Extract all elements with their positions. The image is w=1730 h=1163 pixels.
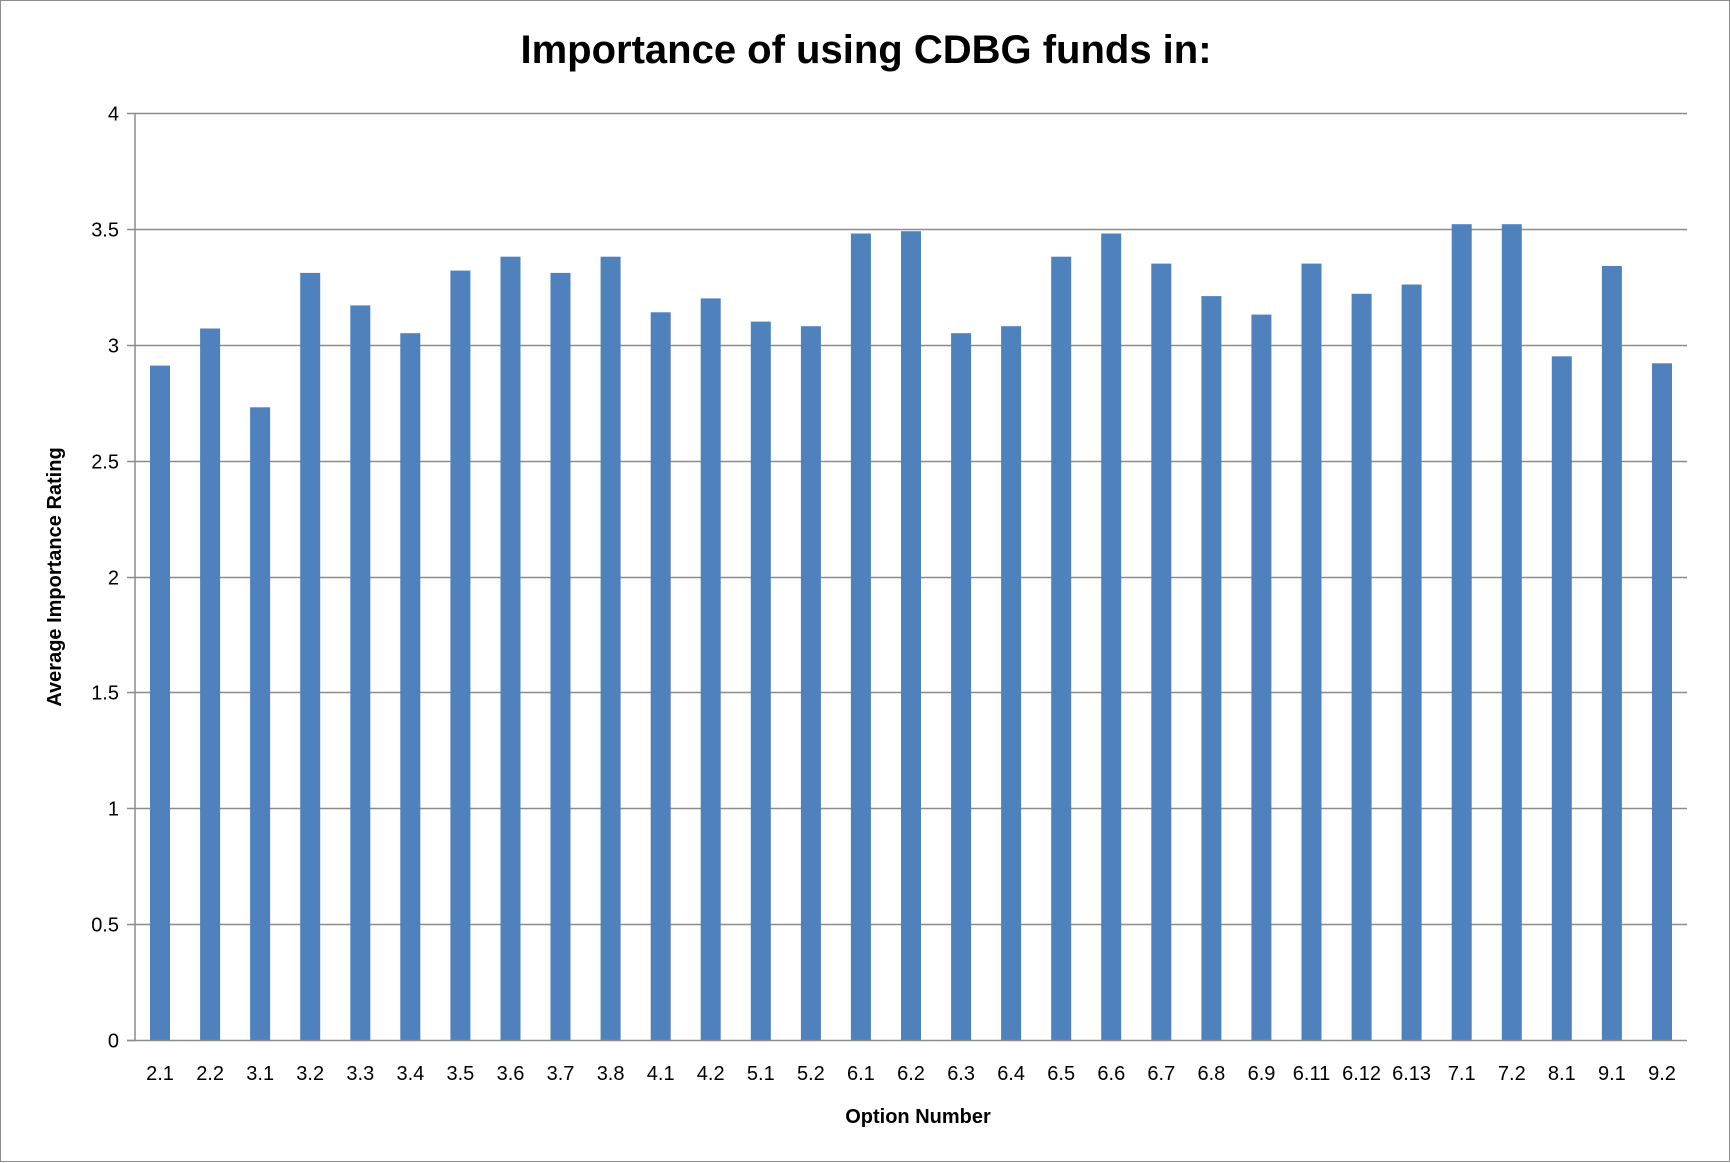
bar-6.5: [1051, 256, 1072, 1040]
bar-3.5: [450, 270, 471, 1041]
y-tick-label: 4: [108, 104, 119, 126]
bar-8.1: [1551, 356, 1572, 1040]
x-tick-label: 2.2: [196, 1063, 224, 1085]
y-tick-label: 3.5: [91, 220, 119, 242]
bar-9.2: [1652, 363, 1672, 1040]
y-axis-title: Average Importance Rating: [44, 447, 66, 706]
x-tick-label: 5.1: [747, 1063, 775, 1085]
bar-2.1: [150, 365, 170, 1041]
y-tick-label: 2: [108, 568, 119, 590]
bar-7.1: [1451, 224, 1472, 1040]
bar-3.2: [300, 272, 321, 1040]
x-tick-label: 3.1: [246, 1063, 274, 1085]
bar-3.1: [250, 407, 271, 1040]
bar-6.11: [1301, 263, 1322, 1041]
x-tick-label: 6.1: [847, 1063, 875, 1085]
bar-6.8: [1201, 296, 1222, 1041]
x-tick-label: 6.13: [1392, 1063, 1431, 1085]
bar-2.2: [200, 328, 221, 1040]
bar-3.6: [500, 256, 521, 1040]
x-tick-label: 6.12: [1342, 1063, 1381, 1085]
x-tick-label: 6.7: [1147, 1063, 1175, 1085]
x-tick-label: 6.4: [997, 1063, 1025, 1085]
bar-6.3: [951, 333, 972, 1040]
x-tick-label: 2.1: [146, 1063, 174, 1085]
bar-6.9: [1251, 314, 1272, 1041]
x-tick-label: 4.2: [697, 1063, 725, 1085]
bar-3.7: [550, 272, 571, 1040]
y-tick-label: 2.5: [91, 452, 119, 474]
x-tick-label: 3.3: [346, 1063, 374, 1085]
x-tick-label: 9.2: [1648, 1063, 1676, 1085]
x-tick-label: 6.11: [1293, 1063, 1330, 1085]
bar-6.1: [850, 233, 871, 1040]
x-tick-label: 6.3: [947, 1063, 975, 1085]
y-tick-label: 0: [108, 1031, 119, 1053]
x-tick-label: 6.5: [1047, 1063, 1075, 1085]
bar-3.4: [400, 333, 421, 1040]
bar-6.12: [1351, 293, 1372, 1040]
x-tick-label: 5.2: [797, 1063, 825, 1085]
x-tick-label: 8.1: [1548, 1063, 1576, 1085]
bars: [150, 224, 1672, 1041]
x-tick-label: 3.6: [497, 1063, 525, 1085]
chart-title: Importance of using CDBG funds in:: [520, 28, 1211, 72]
axes: [127, 113, 1687, 1042]
bar-6.4: [1001, 326, 1022, 1040]
x-tick-label: 3.4: [396, 1063, 424, 1085]
x-tick-label: 4.1: [647, 1063, 675, 1085]
bar-6.2: [901, 231, 921, 1040]
x-tick-label: 6.9: [1248, 1063, 1276, 1085]
bar-5.1: [750, 321, 771, 1041]
bar-9.1: [1601, 266, 1622, 1040]
bar-6.7: [1151, 263, 1172, 1041]
bar-7.2: [1501, 224, 1522, 1040]
x-tick-label: 6.6: [1097, 1063, 1125, 1085]
x-tick-label: 3.5: [446, 1063, 474, 1085]
x-tick-label: 6.8: [1197, 1063, 1225, 1085]
x-tick-labels: 2.1 2.2 3.1 3.2 3.3 3.4 3.5 3.6 3.7 3.8 4.1 4.2 5.1 5…: [146, 1063, 1676, 1085]
x-tick-label: 3.2: [296, 1063, 324, 1085]
x-tick-label: 6.2: [897, 1063, 925, 1085]
bar-6.6: [1101, 233, 1122, 1040]
y-tick-label: 3: [108, 336, 119, 358]
bar-6.13: [1401, 284, 1422, 1040]
bar-4.2: [700, 298, 721, 1040]
bar-3.8: [600, 256, 621, 1040]
y-tick-labels: 0 0.5 1 1.5 2 2.5 3 3.5 4: [91, 104, 119, 1053]
x-axis-title: Option Number: [845, 1106, 991, 1128]
bar-5.2: [800, 326, 821, 1040]
y-tick-label: 0.5: [91, 915, 119, 937]
x-tick-label: 9.1: [1598, 1063, 1626, 1085]
x-tick-label: 3.7: [547, 1063, 575, 1085]
bar-4.1: [650, 312, 671, 1040]
y-tick-label: 1.5: [91, 683, 119, 705]
y-tick-label: 1: [108, 799, 119, 821]
bar-3.3: [350, 305, 371, 1040]
x-tick-label: 7.1: [1448, 1063, 1476, 1085]
x-tick-label: 7.2: [1498, 1063, 1526, 1085]
x-tick-label: 3.8: [597, 1063, 625, 1085]
